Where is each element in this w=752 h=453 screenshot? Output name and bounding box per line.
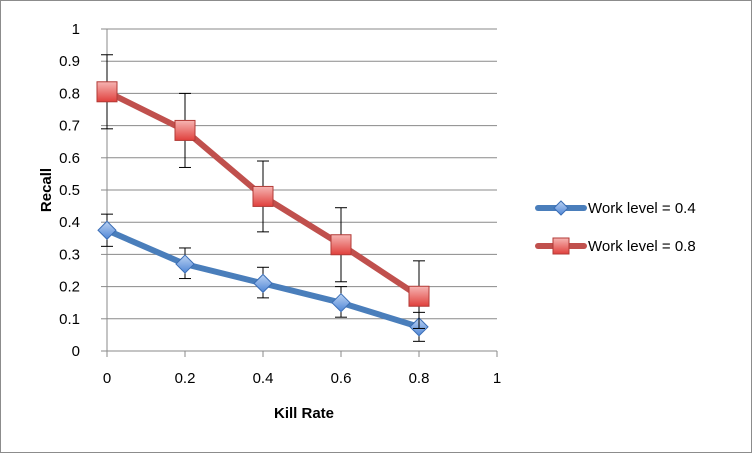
y-tick-label-8: 0.8 — [59, 85, 80, 102]
data-point-s2-0 — [96, 81, 118, 103]
legend-entry-2: Work level = 0.8 — [535, 237, 696, 255]
series-1 — [97, 213, 429, 342]
data-point-s2-3 — [330, 234, 352, 256]
x-tick-label-0: 0 — [103, 370, 111, 387]
y-tick-label-6: 0.6 — [59, 150, 80, 167]
data-point-s2-2 — [252, 185, 274, 207]
y-tick-label-10: 1 — [72, 21, 80, 38]
series-2 — [96, 54, 430, 329]
y-tick-label-1: 0.1 — [59, 311, 80, 328]
data-point-s1-3 — [331, 292, 351, 313]
x-tick-label-1: 0.2 — [175, 370, 196, 387]
y-axis-title: Recall — [38, 168, 55, 212]
data-point-s2-4 — [408, 285, 430, 307]
y-tick-label-5: 0.5 — [59, 182, 80, 199]
y-tick-label-3: 0.3 — [59, 246, 80, 263]
y-tick-label-9: 0.9 — [59, 53, 80, 70]
legend-entry-1: Work level = 0.4 — [535, 200, 696, 217]
y-tick-label-2: 0.2 — [59, 279, 80, 296]
legend-label-2: Work level = 0.8 — [588, 238, 696, 255]
data-point-s1-1 — [175, 254, 195, 274]
data-point-s2-1 — [174, 119, 196, 141]
series-layer — [96, 54, 430, 342]
x-tick-label-5: 1 — [493, 370, 501, 387]
x-tick-label-4: 0.8 — [409, 370, 430, 387]
legend-marker-2 — [552, 237, 570, 255]
data-point-s1-2 — [253, 273, 273, 294]
legend-marker-1 — [553, 200, 569, 216]
x-tick-label-3: 0.6 — [331, 370, 352, 387]
legend: Work level = 0.4 Work level = 0.8 — [535, 200, 696, 255]
x-axis-title: Kill Rate — [274, 405, 334, 422]
x-tick-label-2: 0.4 — [253, 370, 274, 387]
y-tick-label-0: 0 — [72, 343, 80, 360]
legend-label-1: Work level = 0.4 — [588, 200, 696, 217]
y-tick-label-4: 0.4 — [59, 214, 80, 231]
y-tick-label-7: 0.7 — [59, 118, 80, 135]
data-point-s1-0 — [97, 220, 117, 240]
axis-labels: Kill Rate Recall — [38, 168, 334, 422]
gridlines — [107, 28, 497, 320]
